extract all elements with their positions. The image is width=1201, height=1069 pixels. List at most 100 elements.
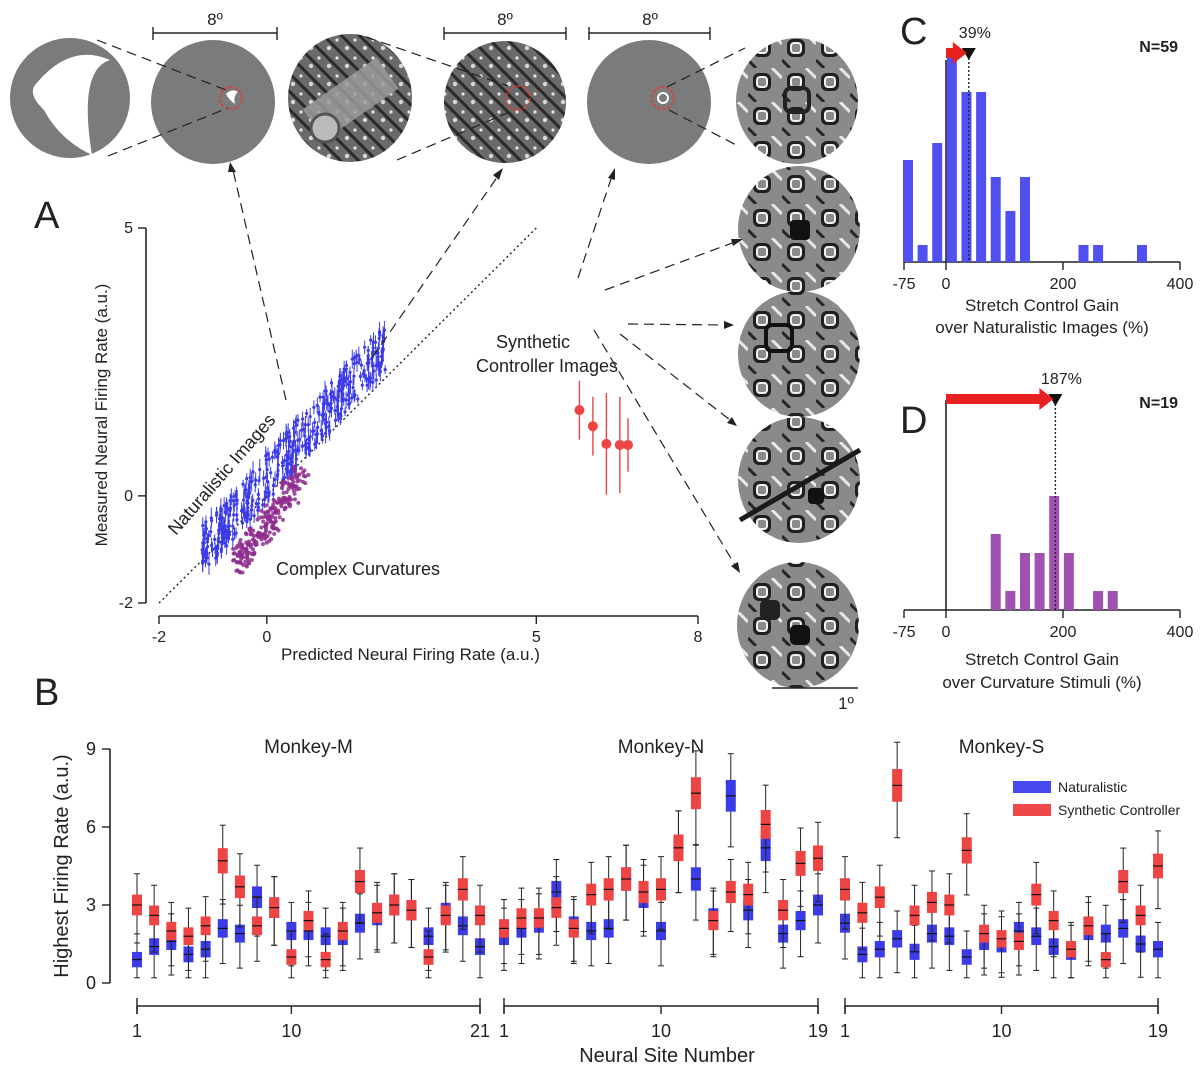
box-naturalistic-1-13 <box>725 753 736 848</box>
bar-d-0 <box>990 534 1001 610</box>
box-synthetic-1-2 <box>533 887 544 955</box>
scale-label-1deg: 1º <box>838 694 854 713</box>
box-synthetic-1-15 <box>760 784 771 873</box>
box-synthetic-1-10 <box>673 810 684 894</box>
synthetic-point-4 <box>622 439 633 450</box>
synthetic-controller-images: 1º <box>736 38 862 713</box>
box-synthetic-2-14 <box>1083 896 1094 962</box>
controller-image-1 <box>736 38 858 164</box>
synthetic-point-2 <box>601 438 612 449</box>
scale-bar-1deg: 1º <box>772 687 858 713</box>
x-tick-label-b-1-2: 19 <box>808 1021 828 1041</box>
box-synthetic-0-20 <box>475 884 485 953</box>
group-label-2: Monkey-S <box>959 737 1045 758</box>
panel-label-c: C <box>900 11 927 53</box>
bar-c-2 <box>932 143 943 262</box>
box-synthetic-2-11 <box>1031 861 1042 935</box>
box-synthetic-0-8 <box>269 876 280 946</box>
label-complex-curvatures: Complex Curvatures <box>276 559 440 579</box>
box-synthetic-1-6 <box>603 856 614 930</box>
panel-label-d: D <box>900 400 927 442</box>
box-synthetic-1-11 <box>690 750 701 846</box>
box-synthetic-1-13 <box>725 859 736 933</box>
bar-c-9 <box>1078 245 1089 262</box>
box-synthetic-2-0 <box>840 856 850 930</box>
box-synthetic-2-12 <box>1048 890 1059 958</box>
label-synthetic-line2: Controller Images <box>476 356 618 376</box>
box-synthetic-2-3 <box>892 741 903 839</box>
bar-c-5 <box>976 92 987 262</box>
box-synthetic-1-9 <box>656 856 666 930</box>
gain-arrow-head-d <box>1039 388 1054 410</box>
synthetic-point-3 <box>614 439 625 450</box>
group-label-1: Monkey-N <box>618 737 705 758</box>
bar-d-3 <box>1034 553 1045 610</box>
x-tick-label-d-1: 0 <box>942 624 951 641</box>
controller-image-4 <box>738 417 862 543</box>
legend-label-synthetic: Synthetic Controller <box>1058 802 1181 818</box>
bar-d-2 <box>1019 553 1030 610</box>
y-tick-label-a-2: 5 <box>124 220 133 237</box>
bar-c-7 <box>1005 211 1016 262</box>
box-synthetic-0-0 <box>132 873 142 944</box>
y-tick-label-b-2: 6 <box>86 817 96 837</box>
bar-c-10 <box>1093 245 1104 262</box>
box-synthetic-1-5 <box>586 861 597 935</box>
synthetic-point-0 <box>574 405 585 416</box>
legend-swatch-synthetic <box>1013 804 1051 816</box>
bar-d-6 <box>1093 591 1104 610</box>
pointer-arrows <box>228 162 743 573</box>
box-naturalistic-2-7 <box>961 930 972 979</box>
box-synthetic-1-1 <box>516 887 527 955</box>
naturalistic-stimulus-full <box>444 41 566 163</box>
box-synthetic-0-18 <box>440 884 451 953</box>
bar-d-7 <box>1107 591 1118 610</box>
x-tick-label-a-2: 5 <box>532 629 541 646</box>
box-synthetic-0-15 <box>389 873 400 944</box>
y-axis-label-a: Measured Neural Firing Rate (a.u.) <box>92 284 111 547</box>
x-tick-label-d-0: -75 <box>892 624 915 641</box>
x-tick-label-a-0: -2 <box>152 629 166 646</box>
box-synthetic-2-6 <box>944 873 955 944</box>
scale-label-3: 8º <box>642 10 658 29</box>
x-tick-label-b-1-0: 1 <box>499 1021 509 1041</box>
bar-c-11 <box>1136 245 1147 262</box>
box-synthetic-0-6 <box>234 853 245 928</box>
box-synthetic-0-11 <box>320 933 331 979</box>
y-tick-label-b-0: 0 <box>86 973 96 993</box>
panel-d-histogram: -75 0 200 400 Stretch Control Gain over Cur… <box>892 371 1193 692</box>
box-synthetic-2-17 <box>1135 884 1146 953</box>
synthetic-point-1 <box>587 421 598 432</box>
x-tick-label-b-0-2: 21 <box>470 1021 490 1041</box>
n-count-d: N=19 <box>1139 395 1178 412</box>
box-synthetic-2-5 <box>926 870 937 942</box>
box-synthetic-0-10 <box>303 890 314 958</box>
box-synthetic-1-17 <box>795 827 806 907</box>
group-label-0: Monkey-M <box>264 737 353 758</box>
box-synthetic-0-9 <box>286 930 297 979</box>
legend-b: Naturalistic Synthetic Controller <box>1013 779 1181 818</box>
x-tick-label-b-2-0: 1 <box>840 1021 850 1041</box>
box-synthetic-0-14 <box>372 881 383 951</box>
panel-a-scatter: -2 0 5 8 -2 0 5 Predicted Neural Firing Rate (… <box>92 162 743 664</box>
x-tick-label-b-1-1: 10 <box>651 1021 671 1041</box>
box-synthetic-1-8 <box>638 859 649 933</box>
curvature-cloud <box>231 464 311 575</box>
box-naturalistic-0-5 <box>217 899 228 965</box>
identity-line <box>158 227 537 604</box>
x-axis-label-c-line1: Stretch Control Gain <box>965 296 1119 315</box>
median-marker-c <box>961 48 976 60</box>
x-tick-label-b-2-1: 10 <box>991 1021 1011 1041</box>
legend-swatch-naturalistic <box>1013 781 1051 793</box>
curvature-stimulus-full <box>151 40 275 164</box>
x-tick-label-c-0: -75 <box>892 276 915 293</box>
controller-image-5 <box>737 562 859 688</box>
scale-label-2: 8º <box>497 10 513 29</box>
panel-b-boxplots: 0 3 6 9 1 10 21 Monkey-M 1 10 19 Monkey-N 1 10 19 Monk… <box>51 737 1181 1067</box>
x-tick-label-b-0-0: 1 <box>132 1021 142 1041</box>
box-synthetic-0-7 <box>252 896 263 962</box>
x-axis-label-d-line1: Stretch Control Gain <box>965 650 1119 669</box>
box-synthetic-2-2 <box>874 864 885 937</box>
x-tick-label-a-1: 0 <box>262 629 271 646</box>
